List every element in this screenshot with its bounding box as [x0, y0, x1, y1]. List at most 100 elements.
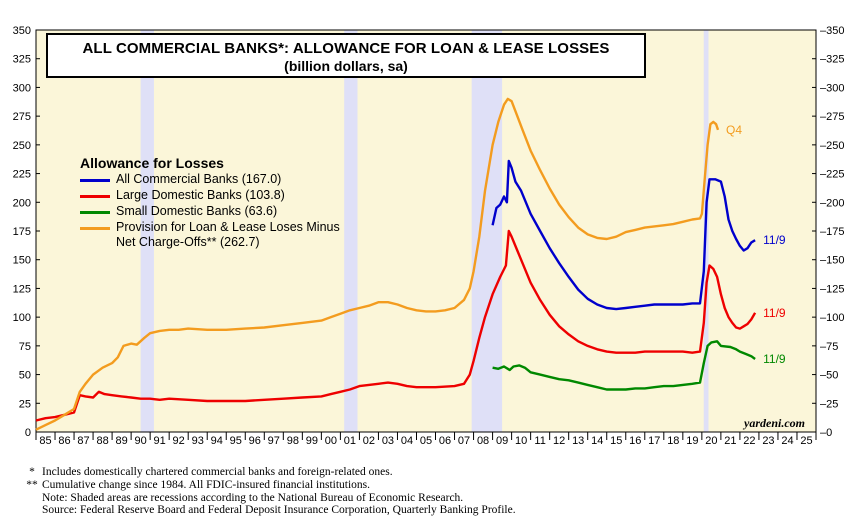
x-tick-label: 94: [211, 435, 223, 447]
x-tick-label: 14: [591, 435, 603, 447]
y-tick-label-right: –125: [820, 283, 844, 295]
y-tick-label-left: 225: [13, 169, 31, 181]
series-line-2: [492, 340, 756, 391]
legend-item-provision: Provision for Loan & Lease Loses Minus: [80, 220, 340, 236]
x-tick-label: 88: [96, 435, 108, 447]
y-tick-label-right: –225: [820, 169, 844, 181]
x-tick-label: 87: [77, 435, 89, 447]
y-tick-label-right: –150: [820, 255, 844, 267]
x-tick-label: 01: [344, 435, 356, 447]
x-tick-label: 10: [515, 435, 527, 447]
x-tick-label: 03: [382, 435, 394, 447]
footnote-mark: *: [29, 466, 35, 478]
footnote-mark: [22, 492, 42, 505]
x-tick-label: 17: [648, 435, 660, 447]
y-tick-label-right: –0: [820, 427, 832, 439]
footnote: Source: Federal Reserve Board and Federa…: [22, 504, 516, 517]
footnote-text: Source: Federal Reserve Board and Federa…: [42, 504, 516, 517]
y-tick-label-left: 25: [19, 398, 31, 410]
x-tick-label: 85: [39, 435, 51, 447]
end-labels: 11/9 11/9 11/9 Q4: [726, 123, 786, 366]
series-end-label: 11/9: [763, 306, 786, 320]
chart-title: ALL COMMERCIAL BANKS*: ALLOWANCE FOR LOA…: [82, 40, 610, 57]
x-tick-label: 25: [800, 435, 812, 447]
x-tick-label: 02: [363, 435, 375, 447]
x-tick-label: 95: [230, 435, 242, 447]
footnote: * Includes domestically chartered commer…: [22, 466, 516, 479]
y-tick-label-right: –175: [820, 226, 844, 238]
x-tick-label: 15: [610, 435, 622, 447]
x-tick-label: 22: [743, 435, 755, 447]
x-tick-label: 91: [154, 435, 166, 447]
legend-label: Large Domestic Banks (103.8): [116, 188, 285, 202]
x-tick-label: 19: [686, 435, 698, 447]
y-tick-label-right: –100: [820, 312, 844, 324]
watermark: yardeni.com: [744, 416, 805, 430]
x-tick-label: 23: [762, 435, 774, 447]
x-tick-label: 16: [629, 435, 641, 447]
series-lines: [35, 97, 757, 431]
chart-title-box: ALL COMMERCIAL BANKS*: ALLOWANCE FOR LOA…: [46, 33, 646, 78]
x-tick-label: 98: [287, 435, 299, 447]
y-tick-label-right: –25: [820, 398, 838, 410]
y-tick-label-left: 50: [19, 370, 31, 382]
legend-label: Provision for Loan & Lease Loses Minus: [116, 220, 340, 234]
x-tick-label: 97: [268, 435, 280, 447]
footnote: ** Cumulative change since 1984. All FDI…: [22, 479, 516, 492]
y-tick-label-left: 175: [13, 226, 31, 238]
y-tick-label-left: 75: [19, 341, 31, 353]
y-tick-label-right: –50: [820, 370, 838, 382]
series-end-label: Q4: [726, 123, 742, 137]
x-tick-label: 04: [401, 435, 413, 447]
recession-band: [344, 30, 358, 432]
series-end-label: 11/9: [763, 233, 786, 247]
x-tick-label: 93: [192, 435, 204, 447]
x-tick-label: 05: [420, 435, 432, 447]
x-axis: 85 86 87 88 89 90 91 92 93 94 95 96 97 98 99 00 01 02 03 04…: [35, 432, 817, 447]
x-tick-label: 89: [115, 435, 127, 447]
legend-swatch-provision: [80, 227, 110, 230]
legend: Allowance for Losses All Commercial Bank…: [80, 155, 340, 250]
y-tick-label-right: –325: [820, 54, 844, 66]
plot-background: [36, 30, 816, 432]
x-tick-label: 86: [58, 435, 70, 447]
x-tick-label: 12: [553, 435, 565, 447]
x-tick-label: 92: [173, 435, 185, 447]
legend-item-small-banks: Small Domestic Banks (63.6): [80, 204, 340, 220]
y-tick-label-right: –300: [820, 82, 844, 94]
series-line-3: [35, 97, 720, 431]
x-tick-label: 18: [667, 435, 679, 447]
footnote-mark: **: [26, 478, 38, 491]
series-line-1: [35, 229, 757, 422]
footnote-mark: [22, 504, 42, 517]
chart: 0255075100125150175200225250275300325350…: [13, 25, 845, 447]
footnote-text: Includes domestically chartered commerci…: [42, 466, 393, 478]
legend-label: Small Domestic Banks (63.6): [116, 204, 278, 218]
x-tick-label: 08: [477, 435, 489, 447]
footnote: Note: Shaded areas are recessions accord…: [22, 492, 516, 505]
recession-bands: [140, 30, 709, 432]
y-tick-label-left: 300: [13, 82, 31, 94]
series-end-label: 11/9: [763, 352, 786, 366]
y-axis-left: 0 25 50 75 100 125 150 175 200 225 250 275 300 325 350: [13, 25, 40, 439]
y-tick-label-left: 0: [25, 427, 31, 439]
x-tick-label: 13: [572, 435, 584, 447]
legend-swatch-small-banks: [80, 211, 110, 214]
y-tick-label-left: 100: [13, 312, 31, 324]
x-tick-label: 90: [135, 435, 147, 447]
y-tick-label-right: –275: [820, 111, 844, 123]
footnotes: * Includes domestically chartered commer…: [22, 466, 516, 517]
y-tick-label-right: –250: [820, 140, 844, 152]
y-tick-label-right: –200: [820, 197, 844, 209]
x-tick-label: 24: [781, 435, 793, 447]
x-tick-label: 00: [325, 435, 337, 447]
footnote-text: Note: Shaded areas are recessions accord…: [42, 491, 464, 504]
x-tick-label: 20: [705, 435, 717, 447]
footnote-text: Cumulative change since 1984. All FDIC-i…: [42, 478, 371, 491]
y-tick-label-left: 150: [13, 255, 31, 267]
y-tick-label-left: 200: [13, 197, 31, 209]
y-tick-label-right: –350: [820, 25, 844, 37]
chart-subtitle: (billion dollars, sa): [284, 58, 408, 74]
x-tick-label: 06: [439, 435, 451, 447]
recession-band: [471, 30, 503, 432]
